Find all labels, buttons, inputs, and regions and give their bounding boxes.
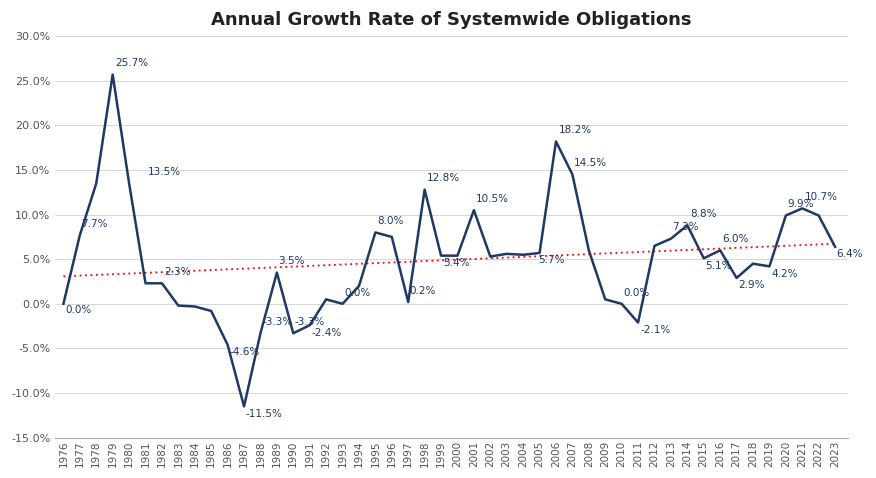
Text: -2.4%: -2.4%: [311, 328, 342, 338]
Text: 5.7%: 5.7%: [538, 255, 564, 265]
Text: 2.9%: 2.9%: [738, 281, 765, 291]
Text: 12.8%: 12.8%: [427, 174, 460, 184]
Text: 5.1%: 5.1%: [705, 261, 731, 271]
Text: 4.2%: 4.2%: [771, 269, 797, 279]
Text: 0.2%: 0.2%: [410, 286, 436, 296]
Text: 10.7%: 10.7%: [805, 192, 837, 202]
Text: 25.7%: 25.7%: [115, 58, 148, 68]
Text: 6.4%: 6.4%: [837, 249, 863, 259]
Text: 14.5%: 14.5%: [574, 158, 607, 168]
Text: 3.5%: 3.5%: [279, 256, 305, 266]
Text: 10.5%: 10.5%: [476, 194, 509, 204]
Text: 2.3%: 2.3%: [165, 267, 191, 277]
Text: 0.0%: 0.0%: [624, 288, 649, 298]
Text: -2.1%: -2.1%: [640, 325, 671, 335]
Text: 8.0%: 8.0%: [377, 216, 403, 226]
Text: 13.5%: 13.5%: [148, 167, 181, 177]
Title: Annual Growth Rate of Systemwide Obligations: Annual Growth Rate of Systemwide Obligat…: [211, 11, 692, 29]
Text: 0.0%: 0.0%: [344, 288, 371, 298]
Text: -11.5%: -11.5%: [245, 409, 283, 419]
Text: 5.4%: 5.4%: [442, 258, 470, 268]
Text: 18.2%: 18.2%: [558, 125, 591, 135]
Text: 6.0%: 6.0%: [722, 234, 748, 244]
Text: 0.0%: 0.0%: [65, 305, 91, 315]
Text: 9.9%: 9.9%: [788, 199, 814, 209]
Text: 7.7%: 7.7%: [81, 219, 108, 229]
Text: -3.3%: -3.3%: [295, 317, 325, 327]
Text: 8.8%: 8.8%: [689, 209, 717, 219]
Text: 7.3%: 7.3%: [673, 222, 699, 232]
Text: -4.6%: -4.6%: [230, 348, 259, 358]
Text: -3.3%: -3.3%: [262, 317, 293, 327]
